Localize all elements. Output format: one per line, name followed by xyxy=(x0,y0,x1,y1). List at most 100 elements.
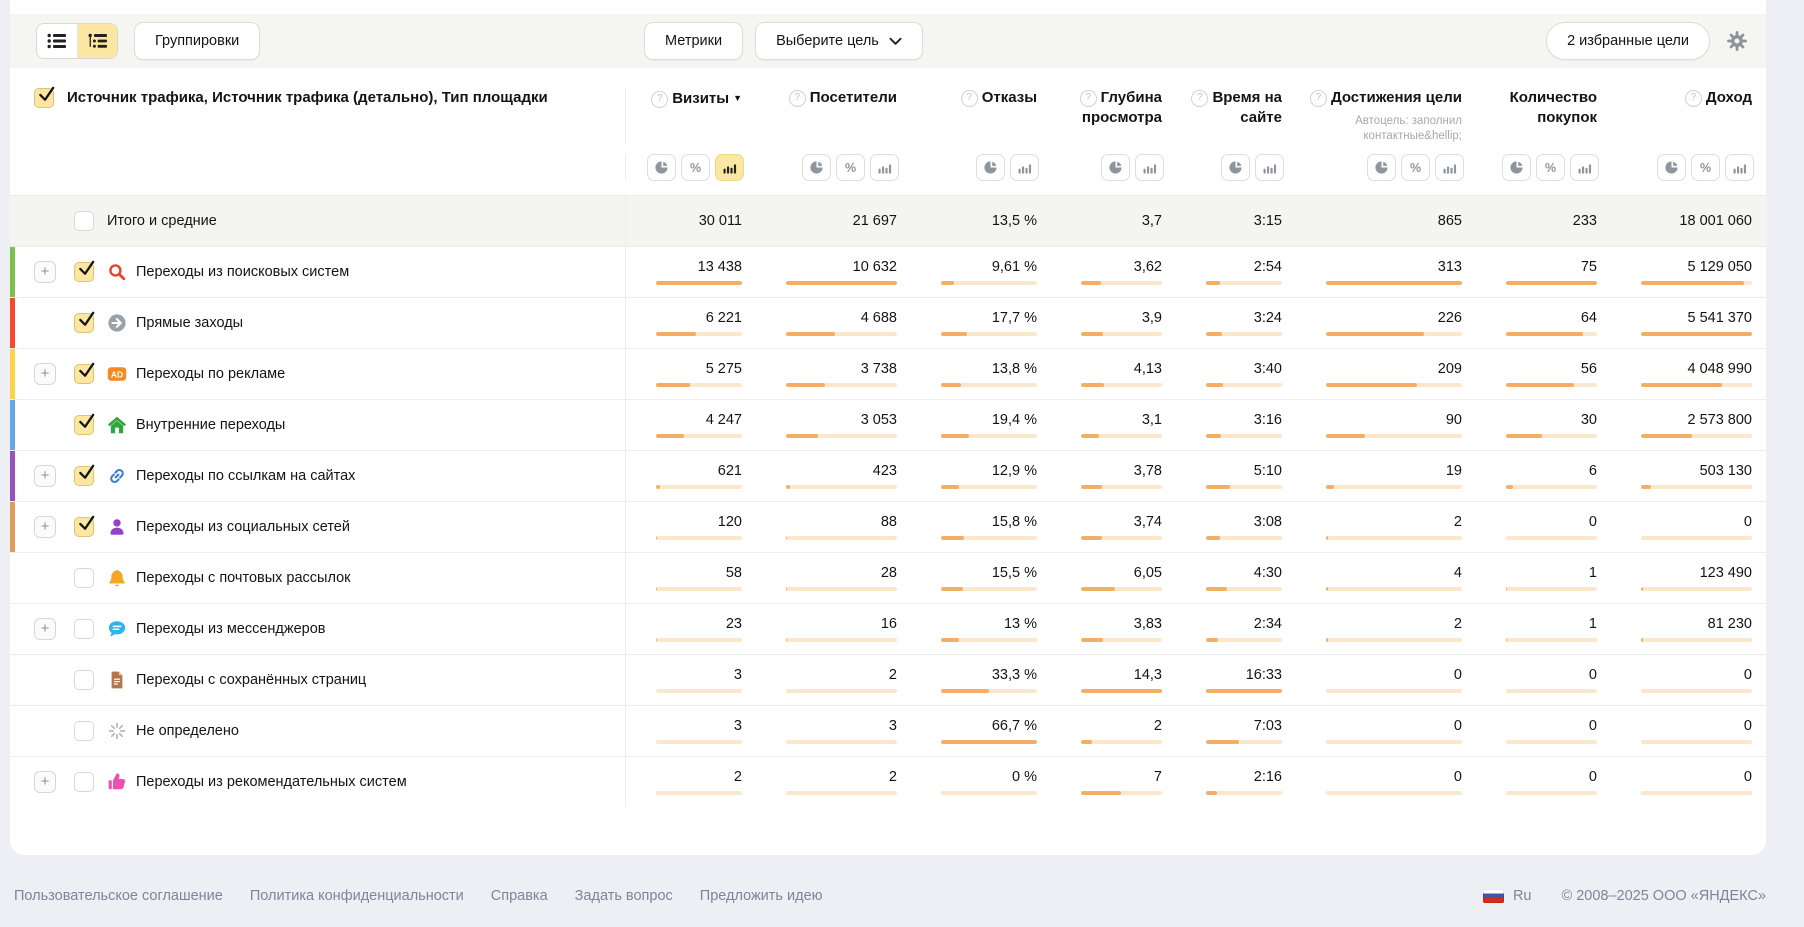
cell-bar xyxy=(1206,689,1282,693)
column-header-visitors[interactable]: ? Посетители xyxy=(756,88,911,144)
cell-value: 75 xyxy=(1580,259,1597,275)
column-header-goals[interactable]: ? Достижения цели Автоцель: заполнил конта… xyxy=(1296,88,1476,144)
table-row: + Переходы из рекомендательных систем 2 2 0 … xyxy=(10,756,1766,807)
cell-value: 0 xyxy=(1743,514,1752,530)
row-checkbox[interactable] xyxy=(74,260,95,282)
check-icon xyxy=(79,515,95,530)
help-icon[interactable]: ? xyxy=(1079,90,1097,107)
help-icon[interactable]: ? xyxy=(1684,90,1702,107)
totals-checkbox[interactable] xyxy=(74,211,94,231)
visitors-bars-toggle[interactable] xyxy=(870,154,899,181)
column-header-purchases[interactable]: Количество покупок xyxy=(1476,88,1611,144)
row-checkbox[interactable] xyxy=(74,515,95,537)
metric-cell: 3 053 xyxy=(756,400,911,450)
expand-button[interactable]: + xyxy=(34,618,56,640)
goals-pie-toggle[interactable] xyxy=(1367,154,1396,181)
column-label: Отказы xyxy=(981,89,1037,106)
footer-link-privacy[interactable]: Политика конфиденциальности xyxy=(249,888,464,904)
expander-slot: + xyxy=(34,261,74,283)
groupings-button[interactable]: Группировки xyxy=(134,22,261,60)
goals-bars-toggle[interactable] xyxy=(1435,154,1464,181)
expand-button[interactable]: + xyxy=(34,771,56,793)
row-checkbox[interactable] xyxy=(74,772,94,792)
tree-view-button[interactable] xyxy=(77,24,117,58)
metric-cell: 123 490 xyxy=(1611,553,1766,603)
row-checkbox[interactable] xyxy=(74,413,95,435)
revenue-percent-toggle[interactable]: % xyxy=(1691,154,1720,181)
row-checkbox[interactable] xyxy=(74,362,95,384)
cell-value: 4,13 xyxy=(1133,361,1162,377)
goal-select-button[interactable]: Выберите цель xyxy=(755,22,923,60)
purchases-percent-toggle[interactable]: % xyxy=(1536,154,1565,181)
visits-pie-toggle[interactable] xyxy=(647,154,676,181)
cell-value: 1 xyxy=(1588,616,1597,632)
favorite-goals-button[interactable]: 2 избранные цели xyxy=(1546,22,1710,60)
column-header-bounce[interactable]: ? Отказы xyxy=(911,88,1051,144)
metric-cell: 0 xyxy=(1476,502,1611,552)
column-header-revenue[interactable]: ? Доход xyxy=(1611,88,1766,144)
depth-pie-toggle[interactable] xyxy=(1101,154,1130,181)
purchases-pie-toggle[interactable] xyxy=(1502,154,1531,181)
help-icon[interactable]: ? xyxy=(651,91,669,108)
footer: Пользовательское соглашение Политика кон… xyxy=(10,855,1766,904)
column-header-depth[interactable]: ? Глубина просмотра xyxy=(1051,88,1176,144)
row-checkbox[interactable] xyxy=(74,670,94,690)
visitors-pie-toggle[interactable] xyxy=(802,154,831,181)
column-header-visits[interactable]: ? Визиты ▼ xyxy=(626,88,756,144)
cell-bar xyxy=(1081,434,1162,438)
list-view-button[interactable] xyxy=(37,24,77,58)
expand-button[interactable]: + xyxy=(34,261,56,283)
footer-link-ask-question[interactable]: Задать вопрос xyxy=(574,888,673,904)
search-icon xyxy=(107,262,127,282)
help-icon[interactable]: ? xyxy=(1309,90,1327,107)
row-checkbox[interactable] xyxy=(74,619,94,639)
cell-value: 58 xyxy=(725,565,742,581)
cell-bar xyxy=(656,281,742,285)
cell-bar xyxy=(1206,791,1282,795)
metric-cell: 64 xyxy=(1476,298,1611,348)
bounce-bars-toggle[interactable] xyxy=(1010,154,1039,181)
row-checkbox[interactable] xyxy=(74,311,95,333)
cell-bar xyxy=(1206,332,1282,336)
cell-bar xyxy=(941,791,1037,795)
goals-percent-toggle[interactable]: % xyxy=(1401,154,1430,181)
cell-bar xyxy=(1326,383,1462,387)
row-checkbox[interactable] xyxy=(74,721,94,741)
row-checkbox[interactable] xyxy=(74,568,94,588)
language-switcher[interactable]: Ru xyxy=(1482,888,1531,904)
table-header-row: Источник трафика, Источник трафика (дета… xyxy=(10,68,1766,144)
expand-button[interactable]: + xyxy=(34,516,56,538)
goal-select-label: Выберите цель xyxy=(776,33,879,49)
visits-bars-toggle[interactable] xyxy=(715,154,744,181)
time-pie-toggle[interactable] xyxy=(1221,154,1250,181)
metrics-button[interactable]: Метрики xyxy=(644,22,744,60)
help-icon[interactable]: ? xyxy=(788,90,806,107)
time-bars-toggle[interactable] xyxy=(1255,154,1284,181)
visitors-percent-toggle[interactable]: % xyxy=(836,154,865,181)
metric-cell: 1 xyxy=(1476,604,1611,654)
cell-value: 81 230 xyxy=(1707,616,1752,632)
depth-bars-toggle[interactable] xyxy=(1135,154,1164,181)
cell-value: 5:10 xyxy=(1253,463,1282,479)
settings-button[interactable] xyxy=(1726,29,1750,53)
footer-link-agreement[interactable]: Пользовательское соглашение xyxy=(14,888,223,904)
expander-slot: + xyxy=(34,618,74,640)
footer-link-help[interactable]: Справка xyxy=(490,888,548,904)
revenue-pie-toggle[interactable] xyxy=(1657,154,1686,181)
metric-cell: 3 xyxy=(626,706,756,756)
expand-button[interactable]: + xyxy=(34,465,56,487)
visits-percent-toggle[interactable]: % xyxy=(681,154,710,181)
select-all-checkbox[interactable] xyxy=(34,86,55,108)
footer-link-suggest-idea[interactable]: Предложить идею xyxy=(699,888,823,904)
row-checkbox[interactable] xyxy=(74,464,95,486)
help-icon[interactable]: ? xyxy=(960,90,978,107)
metric-cell: 4:30 xyxy=(1176,553,1296,603)
purchases-bars-toggle[interactable] xyxy=(1570,154,1599,181)
help-icon[interactable]: ? xyxy=(1191,90,1209,107)
table-row: Прямые заходы 6 221 4 688 17,7 % 3,9 3:24 226 6… xyxy=(10,297,1766,348)
revenue-bars-toggle[interactable] xyxy=(1725,154,1754,181)
column-header-time[interactable]: ? Время на сайте xyxy=(1176,88,1296,144)
bounce-pie-toggle[interactable] xyxy=(976,154,1005,181)
expand-button[interactable]: + xyxy=(34,363,56,385)
cell-value: 3 xyxy=(733,667,742,683)
